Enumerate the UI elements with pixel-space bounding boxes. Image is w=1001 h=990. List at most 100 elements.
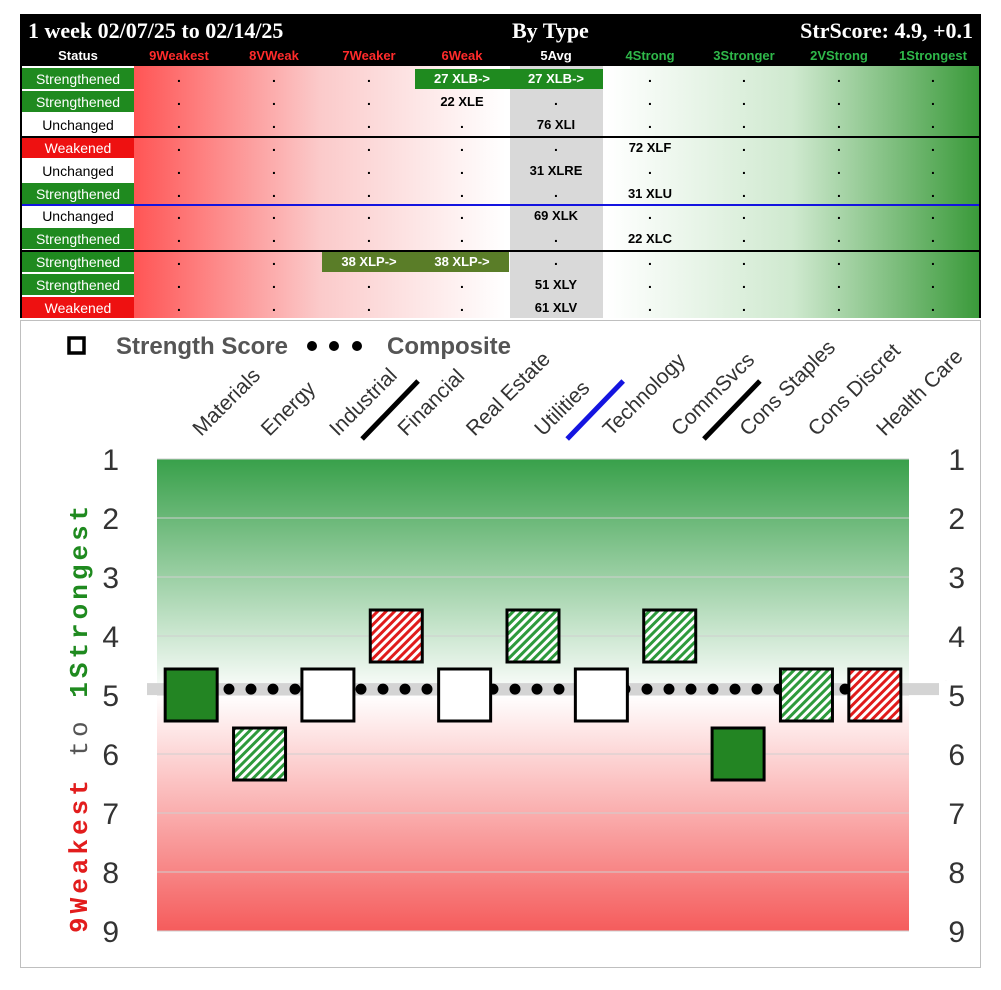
col-header-0: Status [58,48,98,63]
strength-marker-utilities [505,608,561,664]
score-label: StrScore: 4.9, +0.1 [800,18,973,43]
avg-column-band [510,66,603,318]
category-label: Industrial [325,364,402,441]
composite-dot [751,683,763,695]
empty-cell-dot: . [460,206,464,223]
legend-dot-icon [307,341,317,351]
empty-cell-dot: . [272,69,276,85]
empty-cell-dot: . [931,183,935,200]
empty-cell-dot: . [554,91,558,108]
empty-cell-dot: . [742,229,746,246]
y-label-weak: 9Weakest [65,776,95,933]
row-status: Strengthened [22,90,134,113]
empty-cell-dot: . [554,252,558,269]
sector-cell: 27 XLB-> [509,69,603,89]
strength-chart: 1 1 2 2 3 3 4 4 5 5 6 6 7 7 8 8 9 9 4.9 Materials Energy Indu… [20,320,981,968]
group-separator [22,250,979,253]
empty-cell-dot: . [177,160,181,177]
empty-cell-dot: . [272,160,276,177]
empty-cell-dot: . [837,69,841,85]
empty-cell-dot: . [460,275,464,292]
sector-cell: 38 XLP-> [322,252,416,273]
composite-dot [421,683,433,695]
empty-cell-dot: . [460,137,464,154]
empty-cell-dot: . [367,206,371,223]
category-label: Materials [188,364,265,441]
row-status: Strengthened [22,68,134,90]
empty-cell-dot: . [460,160,464,177]
y-tick-left: 9 [102,916,119,949]
empty-cell-dot: . [837,137,841,154]
empty-cell-dot: . [177,229,181,246]
y-tick-right: 8 [948,857,965,890]
col-header-3: 7Weaker [342,48,396,63]
empty-cell-dot: . [931,137,935,154]
sector-cell: 38 XLP-> [415,252,509,273]
empty-cell-dot: . [837,91,841,108]
col-header-1: 9Weakest [149,48,209,63]
y-label-to: to [65,698,95,776]
empty-cell-dot: . [177,91,181,108]
strength-marker-industrial [300,667,356,723]
empty-cell-dot: . [177,252,181,269]
composite-dot [289,683,301,695]
legend-square-icon [67,336,86,355]
empty-cell-dot: . [931,229,935,246]
empty-cell-dot: . [931,206,935,223]
empty-cell-dot: . [272,298,276,314]
y-tick-left: 1 [102,444,119,477]
empty-cell-dot: . [272,229,276,246]
y-tick-right: 5 [948,680,965,713]
composite-dot [729,683,741,695]
empty-cell-dot: . [837,206,841,223]
empty-cell-dot: . [648,114,652,131]
empty-cell-dot: . [460,229,464,246]
legend-dot-icon [352,341,362,351]
empty-cell-dot: . [272,252,276,269]
col-header-8: 2VStrong [810,48,868,63]
empty-cell-dot: . [554,229,558,246]
empty-cell-dot: . [272,206,276,223]
composite-dot [377,683,389,695]
col-header-7: 3Stronger [713,48,775,63]
empty-cell-dot: . [931,91,935,108]
legend-strength-label: Strength Score [116,333,288,360]
empty-cell-dot: . [837,298,841,314]
row-status: Weakened [22,136,134,159]
empty-cell-dot: . [554,137,558,154]
strength-marker-financial [368,608,424,664]
strength-marker-real-estate [437,667,493,723]
row-status: Weakened [22,297,134,319]
y-tick-right: 6 [948,739,965,772]
sector-cell: 69 XLK [533,208,579,224]
row-status: Strengthened [22,274,134,297]
sector-cell: 27 XLB-> [415,69,509,89]
col-header-9: 1Strongest [899,48,967,63]
empty-cell-dot: . [272,114,276,131]
sector-cell: 61 XLV [534,300,578,315]
row-status: Unchanged [22,205,134,228]
y-tick-left: 5 [102,680,119,713]
composite-dot [707,683,719,695]
composite-dot [223,683,235,695]
strength-marker-energy [232,726,288,782]
composite-dot [245,683,257,695]
empty-cell-dot: . [742,183,746,200]
empty-cell-dot: . [931,160,935,177]
row-status: Unchanged [22,113,134,136]
empty-cell-dot: . [742,275,746,292]
empty-cell-dot: . [367,69,371,85]
empty-cell-dot: . [272,91,276,108]
empty-cell-dot: . [272,137,276,154]
title-bar: 1 week 02/07/25 to 02/14/25 By Type StrS… [22,16,979,46]
empty-cell-dot: . [742,252,746,269]
empty-cell-dot: . [177,298,181,314]
category-label: Utilities [530,376,594,440]
sector-cell: 72 XLF [628,139,672,155]
sector-cell: 51 XLY [534,277,578,293]
empty-cell-dot: . [272,183,276,200]
category-label: Financial [394,365,470,441]
empty-cell-dot: . [648,206,652,223]
